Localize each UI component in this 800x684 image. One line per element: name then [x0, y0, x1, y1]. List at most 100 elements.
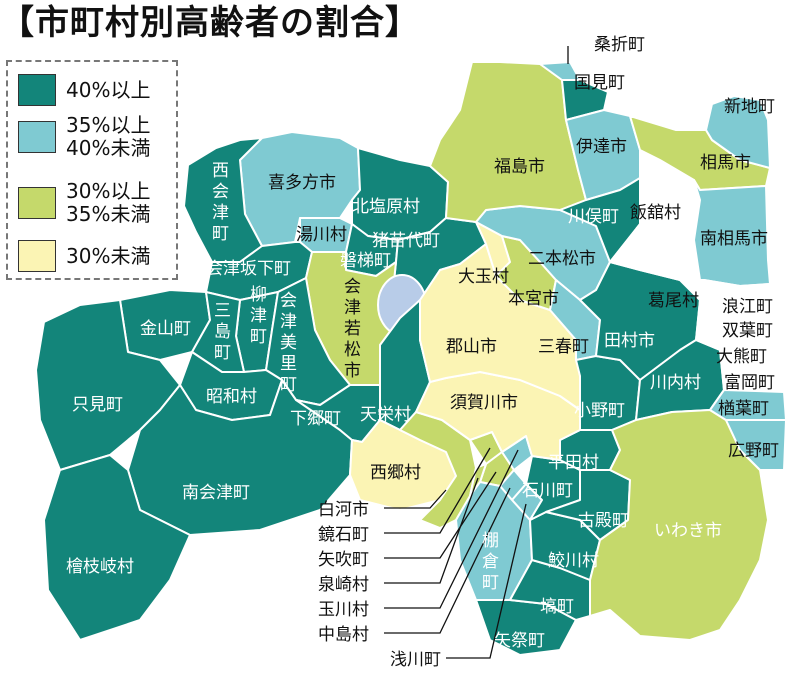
label-furudono: 古殿町	[578, 511, 629, 531]
label-miharu: 三春町	[538, 337, 589, 357]
region-naraha[interactable]	[709, 389, 787, 421]
label-hirono: 広野町	[728, 441, 779, 461]
label-yanaizu-char: 柳	[250, 285, 267, 305]
label-nishiaizu: 西会津町	[212, 161, 229, 244]
label-kawauchi: 川内村	[650, 373, 701, 393]
legend-swatch-40-plus	[18, 74, 56, 106]
label-nihonmatsu: 二本松市	[528, 249, 596, 269]
label-nishiaizu-char: 西	[212, 161, 229, 181]
region-hirono[interactable]	[725, 419, 787, 471]
leader-shirakawa	[384, 489, 447, 509]
label-tomioka: 富岡町	[724, 373, 775, 393]
label-minamisoma: 南相馬市	[700, 229, 768, 249]
label-aizumisato: 会津美里町	[280, 291, 297, 395]
label-nakajima: 中島村	[318, 625, 369, 645]
label-namie: 浪江町	[722, 297, 773, 317]
label-aizumisato-char: 会	[280, 291, 297, 311]
label-tanagura-char: 棚	[482, 531, 499, 551]
region-kunimi[interactable]	[561, 79, 609, 121]
label-motomiya: 本宮市	[508, 289, 559, 309]
label-iwaki: いわき市	[654, 521, 722, 541]
label-aizumisato-char: 町	[280, 375, 297, 395]
label-futaba: 双葉町	[722, 321, 773, 341]
label-yugawa: 湯川村	[296, 225, 347, 245]
legend-label-line: 40%以上	[66, 77, 151, 102]
label-otama: 大玉村	[458, 267, 509, 287]
label-tanagura-char: 倉	[482, 552, 499, 572]
label-ono: 小野町	[574, 401, 625, 421]
legend: 40%以上 35%以上 40%未満 30%以上 35%未満 30%未満	[6, 60, 178, 280]
legend-swatch-35-40	[18, 121, 56, 153]
label-aizumisato-char: 津	[280, 312, 297, 332]
leader-lines	[384, 46, 569, 659]
label-aizuwakamatsu-char: 松	[344, 340, 361, 360]
legend-swatch-under-30	[18, 240, 56, 272]
leader-yabuki	[384, 471, 497, 559]
leader-izumizaki	[384, 477, 479, 584]
label-nishigo: 西郷村	[370, 463, 421, 483]
label-kawamata: 川俣町	[568, 207, 619, 227]
legend-label-line: 40%未満	[66, 136, 151, 160]
label-yanaizu: 柳津町	[250, 285, 267, 347]
label-showa: 昭和村	[206, 387, 257, 407]
region-nishiaizu[interactable]	[183, 137, 263, 263]
legend-label-under-30: 30%未満	[66, 243, 151, 268]
label-kunimi: 国見町	[574, 73, 625, 93]
label-kaneyama: 金山町	[140, 319, 191, 339]
label-yanaizu-char: 町	[250, 327, 267, 347]
region-hinoemata[interactable]	[43, 454, 191, 641]
label-tenei: 天栄村	[360, 405, 411, 425]
label-inawashiro: 猪苗代町	[372, 231, 440, 251]
label-nishiaizu-char: 会	[212, 182, 229, 202]
label-okuma: 大熊町	[716, 347, 767, 367]
label-aizuwakamatsu-char: 津	[344, 298, 361, 318]
label-aizubange: 会津坂下町	[206, 259, 291, 279]
label-yabuki: 矢吹町	[318, 550, 369, 570]
label-iitate: 飯舘村	[630, 202, 681, 223]
label-sukagawa: 須賀川市	[450, 393, 518, 413]
leader-tamakawa	[384, 449, 519, 609]
label-samegawa: 鮫川村	[548, 551, 599, 571]
label-shimogo: 下郷町	[290, 409, 341, 429]
labels: 喜多方市 西会津町 北塩原村 湯川村 会津坂下町 磐梯町 猪苗代町 会津若松市 …	[66, 35, 779, 670]
label-asakawa: 浅川町	[390, 650, 441, 670]
label-naraha: 楢葉町	[718, 399, 769, 419]
legend-item-40-plus: 40%以上	[18, 74, 150, 106]
label-tanagura-char: 町	[482, 573, 499, 593]
label-izumizaki: 泉崎村	[318, 575, 369, 595]
region-soma[interactable]	[629, 115, 771, 191]
label-kori: 桑折町	[594, 35, 645, 55]
label-hinoemata: 檜枝岐村	[66, 556, 134, 577]
label-tanagura: 棚倉町	[482, 531, 499, 593]
label-shirakawa: 白河市	[318, 500, 369, 520]
legend-label-line: 35%未満	[66, 202, 151, 226]
label-koriyama: 郡山市	[446, 337, 497, 357]
label-nishiaizu-char: 町	[212, 224, 229, 244]
label-soma: 相馬市	[700, 153, 751, 173]
label-minamiaizu: 南会津町	[182, 483, 250, 503]
label-aizuwakamatsu-char: 若	[344, 319, 361, 339]
label-tamakawa: 玉川村	[318, 600, 369, 620]
label-mishima-char: 町	[214, 343, 231, 363]
legend-label-line: 35%以上	[66, 113, 151, 137]
label-bandai: 磐梯町	[340, 251, 391, 271]
label-yanaizu-char: 津	[250, 306, 267, 326]
leader-kagamiishi	[384, 447, 491, 534]
label-date: 伊達市	[576, 137, 627, 157]
legend-label-35-40: 35%以上 40%未満	[66, 114, 150, 160]
leader-nakajima	[384, 487, 511, 634]
label-tamura: 田村市	[604, 331, 655, 351]
legend-item-30-35: 30%以上 35%未満	[18, 180, 150, 226]
legend-item-under-30: 30%未満	[18, 240, 150, 272]
legend-label-line: 30%以上	[66, 179, 151, 203]
label-fukushima: 福島市	[494, 157, 545, 177]
label-mishima-char: 三	[214, 301, 231, 321]
legend-label-line: 30%未満	[66, 243, 151, 268]
label-aizuwakamatsu-char: 市	[344, 361, 361, 381]
region-shinchi[interactable]	[705, 95, 771, 169]
label-ishikawa: 石川町	[522, 481, 573, 501]
label-aizuwakamatsu-char: 会	[344, 277, 361, 297]
label-hirata: 平田村	[548, 453, 599, 473]
label-aizumisato-char: 里	[280, 354, 297, 374]
